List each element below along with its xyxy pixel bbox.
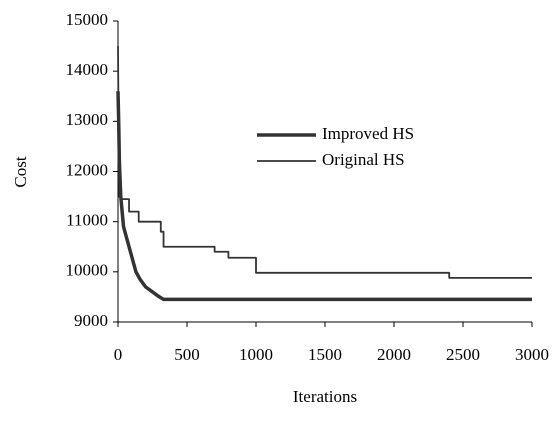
y-tick-label: 14000	[66, 60, 109, 79]
x-tick-label: 0	[114, 345, 123, 364]
x-tick-label: 500	[174, 345, 200, 364]
y-tick-label: 10000	[66, 261, 109, 280]
data-line	[117, 46, 532, 279]
legend-label: Original HS	[322, 150, 405, 169]
y-tick-label: 15000	[66, 10, 109, 29]
x-tick-label: 2000	[377, 345, 411, 364]
y-tick-label: 12000	[66, 160, 109, 179]
y-tick-label: 9000	[74, 311, 108, 330]
legend-label: Improved HS	[322, 124, 414, 143]
x-axis-label: Iterations	[293, 387, 357, 406]
x-tick-label: 1500	[308, 345, 342, 364]
x-tick-label: 2500	[446, 345, 480, 364]
y-tick-label: 11000	[66, 211, 108, 230]
x-tick-label: 1000	[239, 345, 273, 364]
x-tick-label: 3000	[515, 345, 549, 364]
data-line	[116, 91, 532, 302]
y-tick-label: 13000	[66, 110, 109, 129]
y-axis-label: Cost	[11, 156, 30, 187]
